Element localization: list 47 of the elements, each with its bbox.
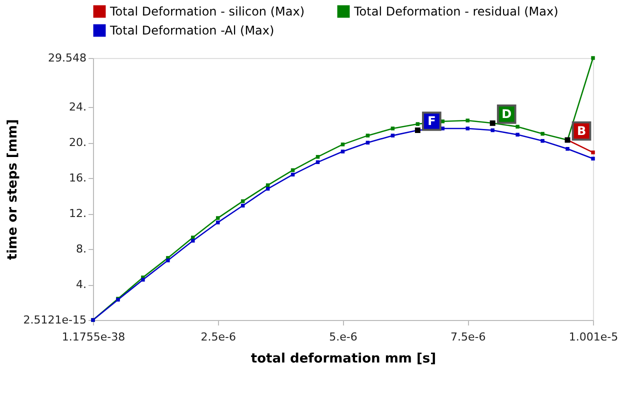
point	[240, 204, 245, 208]
y-tick-label: 16.	[69, 172, 86, 185]
point	[166, 258, 170, 262]
y-axis-title: time or steps [mm]	[5, 119, 20, 260]
y-tick-label: 12.	[69, 207, 86, 220]
y-tick-label: 4.	[76, 278, 86, 292]
y-tick-label: 8.	[76, 242, 86, 256]
point	[466, 118, 470, 122]
point	[540, 132, 544, 136]
point	[466, 126, 470, 130]
point	[516, 124, 520, 129]
point	[591, 150, 595, 154]
y-tick-label: 29.548	[48, 52, 86, 64]
x-tick-label: 1.001e-5	[568, 330, 618, 344]
x-tick-label: 7.5e-6	[450, 330, 486, 344]
x-tick-label: 2.5e-6	[200, 330, 236, 344]
point	[216, 216, 220, 220]
y-tick-label: 24.	[69, 100, 86, 114]
point	[566, 146, 570, 151]
line-series	[91, 56, 595, 322]
y-tick-label: 20.	[69, 136, 86, 150]
legend-label: Total Deformation - silicon (Max)	[109, 4, 305, 19]
point	[216, 220, 220, 224]
point	[516, 132, 520, 137]
point	[591, 156, 595, 160]
y-tick-label: 2.5121e-15	[23, 314, 86, 326]
point	[191, 236, 195, 240]
annotation: B	[576, 124, 586, 138]
point	[290, 172, 295, 176]
x-tick-label: 5.e-6	[329, 330, 358, 344]
point	[141, 278, 145, 282]
point	[390, 126, 395, 130]
point	[390, 134, 395, 138]
x-tick-label: 1.1755e-38	[62, 330, 126, 344]
point	[191, 238, 195, 243]
annotation: D	[502, 107, 512, 122]
point	[340, 142, 345, 146]
point	[366, 134, 370, 138]
x-axis-title: total deformation mm [s]	[250, 352, 436, 366]
point	[591, 56, 595, 60]
legend-label: Total Deformation - residual (Max)	[353, 4, 558, 19]
legend-label: Total Deformation -Al (Max)	[109, 24, 274, 38]
point	[540, 139, 544, 143]
point	[416, 122, 420, 126]
point	[340, 150, 345, 154]
annotation: F	[428, 114, 436, 128]
point	[490, 128, 494, 132]
